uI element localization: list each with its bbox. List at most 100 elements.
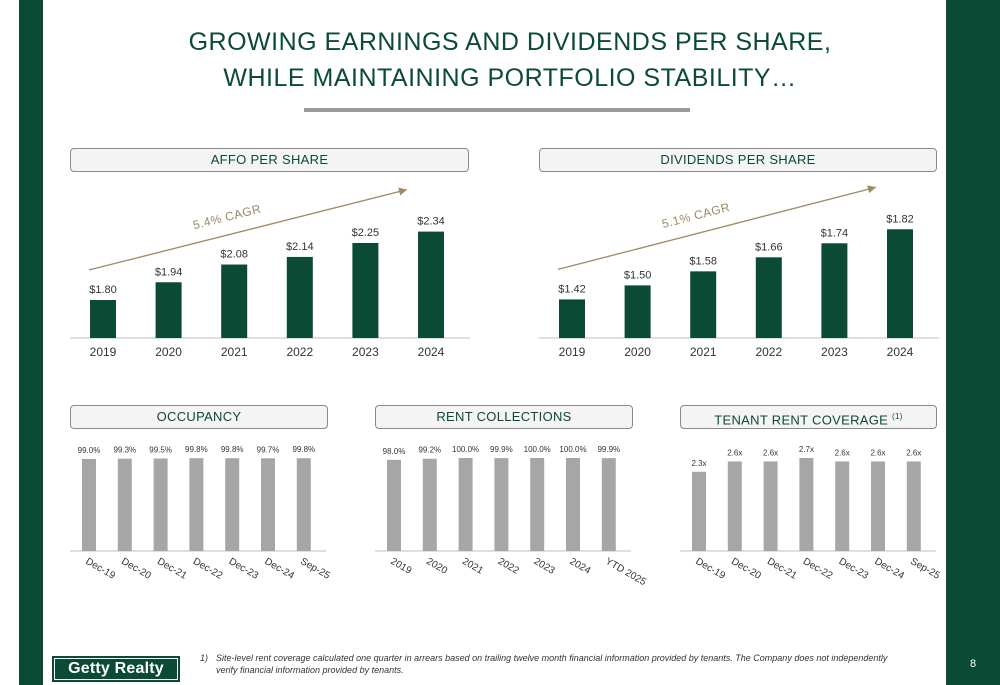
page-number: 8 <box>969 658 977 670</box>
dividends-data-label: $1.50 <box>624 269 652 281</box>
affo-header: AFFO PER SHARE <box>70 148 469 172</box>
affo-bar <box>286 256 313 338</box>
page-title-line-2: WHILE MAINTAINING PORTFOLIO STABILITY… <box>223 64 797 92</box>
affo-bar <box>155 282 182 338</box>
dividends-data-label: $1.74 <box>821 227 849 239</box>
affo-tick-label: 2019 <box>90 345 117 359</box>
rent-collections-tick-label: 2023 <box>532 556 557 577</box>
affo-bar <box>418 231 444 338</box>
tenant-rent-coverage-header: TENANT RENT COVERAGE (1) <box>680 405 937 429</box>
dividends-tick-label: 2022 <box>755 345 782 359</box>
rent-collections-data-label: 99.9% <box>490 445 513 454</box>
occupancy-bar <box>153 458 168 551</box>
footnote-reference: (1) <box>892 412 903 421</box>
affo-data-label: $2.08 <box>220 249 248 261</box>
occupancy-data-label: 99.7% <box>257 445 280 454</box>
logo-text: Getty Realty <box>68 660 164 677</box>
rent-coverage-data-label: 2.6x <box>835 448 850 457</box>
rent-coverage-tick-label: Dec-24 <box>873 556 907 582</box>
rent-collections-tick-label: 2020 <box>424 556 449 577</box>
occupancy-tick-label: Dec-20 <box>119 556 153 582</box>
dividends-bar <box>559 299 585 338</box>
rent-coverage-tick-label: Dec-22 <box>801 556 835 582</box>
rent-coverage-bar <box>727 461 742 551</box>
dividends-bar <box>624 285 651 338</box>
rent-collections-bar <box>494 458 509 551</box>
dividends-data-label: $1.58 <box>689 255 717 267</box>
rent-coverage-data-label: 2.6x <box>763 448 778 457</box>
affo-tick-label: 2021 <box>221 345 248 359</box>
left-accent-bar <box>19 0 43 685</box>
rent-collections-data-label: 100.0% <box>524 445 551 454</box>
occupancy-data-label: 99.0% <box>78 446 101 455</box>
occupancy-chart: 99.0% Dec-19 99.3% Dec-20 99.5% Dec-21 99.8% De… <box>70 445 332 582</box>
rent-coverage-data-label: 2.6x <box>906 448 921 457</box>
page-title-line-1: GROWING EARNINGS AND DIVIDENDS PER SHARE… <box>188 28 832 56</box>
tenant-rent-coverage-chart: 2.3x Dec-19 2.6x Dec-20 2.6x Dec-21 2.7x Dec-22… <box>680 445 942 582</box>
occupancy-bar <box>296 458 311 551</box>
rent-collections-tick-label: 2024 <box>568 556 593 577</box>
occupancy-tick-label: Dec-19 <box>84 556 118 582</box>
dividends-header-label: DIVIDENDS PER SHARE <box>660 152 816 167</box>
dividends-bar <box>755 257 782 338</box>
occupancy-header: OCCUPANCY <box>70 405 328 429</box>
rent-collections-data-label: 100.0% <box>559 445 586 454</box>
occupancy-tick-label: Dec-22 <box>191 556 225 582</box>
dividends-data-label: $1.66 <box>755 241 783 253</box>
occupancy-bar <box>261 458 275 551</box>
rent-collections-bar <box>387 459 401 551</box>
rent-collections-tick-label: 2022 <box>496 556 521 577</box>
occupancy-data-label: 99.8% <box>185 445 208 454</box>
occupancy-header-label: OCCUPANCY <box>156 409 242 424</box>
rent-collections-bar <box>530 458 545 551</box>
rent-collections-bar <box>601 458 616 551</box>
occupancy-bar <box>82 458 96 551</box>
rent-coverage-tick-label: Sep-25 <box>908 556 942 582</box>
rent-collections-bar <box>566 458 580 551</box>
rent-coverage-bar <box>906 461 921 551</box>
dividends-cagr-arrow-head <box>867 185 876 194</box>
affo-bar <box>90 300 116 338</box>
affo-data-label: $1.80 <box>89 284 117 296</box>
affo-data-label: $1.94 <box>155 266 183 278</box>
rent-collections-bar <box>458 458 473 551</box>
affo-tick-label: 2023 <box>352 345 379 359</box>
affo-bar <box>352 243 379 338</box>
occupancy-bar <box>225 458 240 551</box>
occupancy-tick-label: Dec-24 <box>263 556 297 582</box>
rent-coverage-data-label: 2.3x <box>691 459 706 468</box>
affo-header-label: AFFO PER SHARE <box>210 152 329 167</box>
affo-data-label: $2.14 <box>286 241 314 253</box>
occupancy-tick-label: Sep-25 <box>298 556 332 582</box>
dividends-tick-label: 2021 <box>690 345 717 359</box>
rent-coverage-tick-label: Dec-20 <box>729 556 763 582</box>
dividends-per-share-chart: $1.42 2019 $1.50 2020 $1.58 2021 $1.66 2022 $1.7… <box>539 185 939 359</box>
dividends-data-label: $1.42 <box>558 283 586 295</box>
rent-collections-data-label: 99.9% <box>597 445 620 454</box>
rent-collections-data-label: 99.2% <box>418 446 441 455</box>
occupancy-data-label: 99.3% <box>113 446 136 455</box>
right-accent-bar <box>946 0 1000 685</box>
rent-collections-data-label: 100.0% <box>452 445 479 454</box>
rent-coverage-data-label: 2.6x <box>870 448 885 457</box>
dividends-bar <box>821 243 848 338</box>
affo-tick-label: 2024 <box>418 345 445 359</box>
affo-per-share-chart: $1.80 2019 $1.94 2020 $2.08 2021 $2.14 2022 $2.2… <box>70 187 470 359</box>
occupancy-data-label: 99.8% <box>221 445 244 454</box>
affo-tick-label: 2022 <box>286 345 313 359</box>
footnote-marker: 1) <box>200 653 209 663</box>
affo-data-label: $2.34 <box>417 216 445 228</box>
occupancy-data-label: 99.5% <box>149 445 172 454</box>
title-underline <box>304 108 690 112</box>
rent-coverage-data-label: 2.6x <box>727 448 742 457</box>
occupancy-tick-label: Dec-21 <box>155 556 189 582</box>
affo-bar <box>221 264 248 338</box>
affo-cagr-arrow-head <box>398 187 407 196</box>
dividends-tick-label: 2024 <box>887 345 914 359</box>
rent-collections-data-label: 98.0% <box>383 447 406 456</box>
occupancy-data-label: 99.8% <box>292 445 315 454</box>
rent-collections-bar <box>422 458 437 551</box>
tenant-rent-coverage-header-label: TENANT RENT COVERAGE <box>714 412 889 428</box>
rent-collections-tick-label: 2021 <box>460 556 485 577</box>
rent-coverage-tick-label: Dec-21 <box>765 556 799 582</box>
